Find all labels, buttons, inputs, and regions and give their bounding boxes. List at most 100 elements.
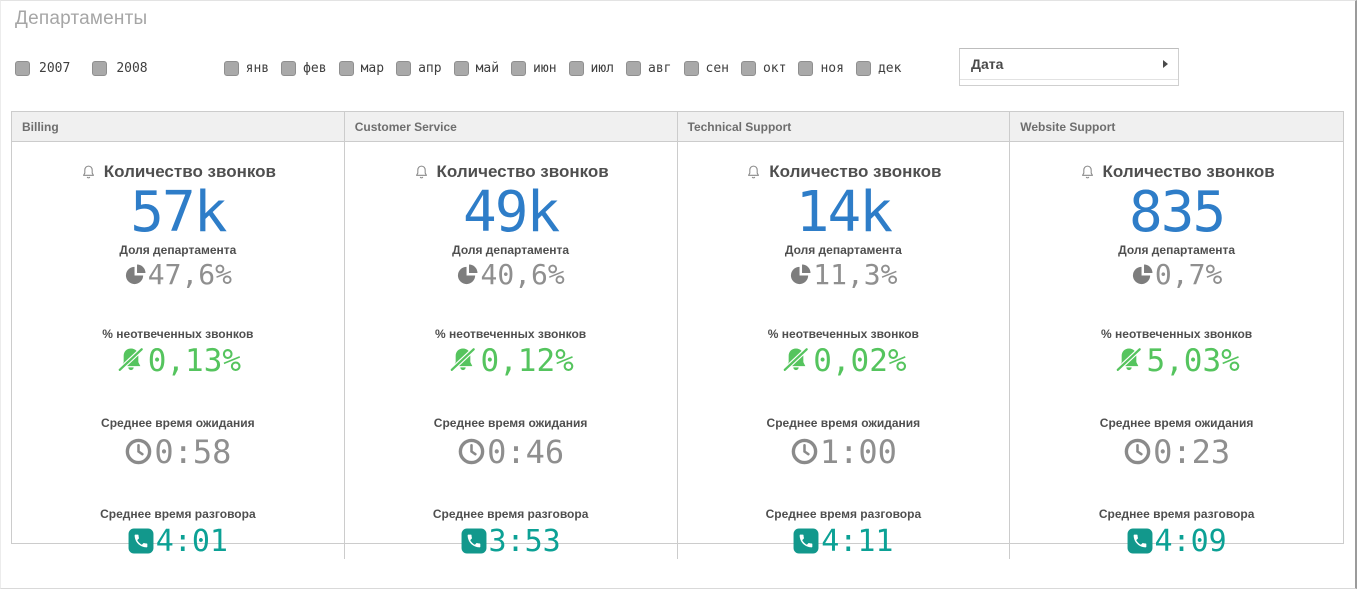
date-filter-pane[interactable]: Дата: [959, 48, 1179, 86]
missed-label: % неотвеченных звонков: [435, 326, 587, 341]
month-nov-filter[interactable]: ноя: [798, 61, 844, 76]
wait-value: 0:23: [1153, 432, 1231, 471]
year-2008-checkbox[interactable]: [92, 61, 108, 76]
month-apr-filter[interactable]: апр: [396, 61, 442, 76]
month-dec-checkbox[interactable]: [855, 61, 871, 76]
calls-value: 57k: [130, 180, 227, 245]
wait-kpi: 0:46: [457, 433, 564, 471]
talk-kpi: 4:11: [793, 523, 894, 559]
month-may-checkbox[interactable]: [453, 61, 469, 76]
talk-kpi: 3:53: [461, 524, 561, 559]
share-label: Доля департамента: [119, 242, 237, 257]
card-customer-service: Customer Service Количество звонков 49k …: [344, 112, 678, 559]
talk-value: 4:11: [821, 523, 894, 559]
card-customer-service-header: Customer Service: [344, 112, 677, 142]
share-label: Доля департамента: [1118, 242, 1236, 257]
month-oct-filter[interactable]: окт: [740, 61, 786, 76]
card-website-support: Website Support Количество звонков 835 Д…: [1010, 112, 1343, 559]
talk-value: 4:09: [1154, 523, 1227, 559]
share-kpi: 40,6%: [456, 258, 565, 291]
talk-label: Среднее время разговора: [1098, 506, 1255, 521]
month-jan-filter[interactable]: янв: [223, 61, 269, 76]
talk-value: 4:01: [155, 523, 228, 559]
wait-value: 1:00: [819, 432, 897, 471]
month-dec-filter[interactable]: дек: [855, 61, 901, 76]
clock-icon: [1124, 438, 1151, 465]
phone-icon: [793, 528, 819, 554]
bell-icon: [415, 165, 427, 178]
wait-label: Среднее время ожидания: [101, 415, 255, 430]
share-value: 47,6%: [147, 257, 233, 291]
month-feb-filter[interactable]: фев: [281, 61, 327, 76]
year-2008-label: 2008: [116, 61, 148, 76]
card-technical-support: Technical Support Количество звонков 14k…: [677, 112, 1011, 559]
month-jan-checkbox[interactable]: [223, 61, 239, 76]
card-technical-support-title: Technical Support: [687, 119, 792, 134]
month-jul-checkbox[interactable]: [568, 61, 584, 76]
talk-kpi: 4:09: [1127, 524, 1227, 559]
wait-value: 0:46: [487, 432, 565, 471]
month-may-label: май: [475, 61, 500, 76]
month-aug-checkbox[interactable]: [626, 61, 642, 76]
bell-icon: [82, 165, 94, 178]
month-nov-label: ноя: [820, 61, 844, 76]
month-aug-filter[interactable]: авг: [626, 61, 672, 76]
card-customer-service-title: Customer Service: [354, 119, 457, 134]
card-billing: Billing Количество звонков 57k Доля депа…: [12, 112, 345, 559]
month-jul-label: июл: [590, 61, 615, 76]
calls-kpi-title: Количество звонков: [745, 162, 942, 182]
missed-value: 0,12%: [480, 342, 574, 379]
month-oct-checkbox[interactable]: [740, 61, 756, 76]
month-jul-filter[interactable]: июл: [568, 61, 615, 76]
date-filter-pad: [960, 80, 1178, 85]
month-sep-label: сен: [705, 61, 729, 76]
missed-label: % неотвеченных звонков: [1101, 326, 1253, 341]
clock-icon: [458, 438, 485, 465]
month-aug-label: авг: [648, 61, 672, 76]
calls-value: 49k: [463, 180, 560, 245]
month-jun-filter[interactable]: июн: [511, 61, 557, 76]
missed-value: 5,03%: [1146, 342, 1240, 379]
month-feb-checkbox[interactable]: [281, 61, 297, 76]
share-kpi: 0,7%: [1131, 258, 1222, 291]
clock-icon: [126, 438, 152, 465]
missed-kpi: 0,13%: [115, 343, 241, 379]
phone-icon: [128, 528, 154, 554]
share-label: Доля департамента: [452, 242, 570, 257]
clock-icon: [791, 438, 818, 465]
year-2007-filter[interactable]: 2007: [15, 61, 70, 76]
month-mar-filter[interactable]: мар: [338, 61, 385, 76]
card-technical-support-header: Technical Support: [677, 112, 1010, 142]
year-2007-label: 2007: [39, 61, 71, 76]
date-filter-row[interactable]: Дата: [960, 49, 1178, 80]
wait-label: Среднее время ожидания: [1099, 415, 1254, 430]
wait-kpi: 0:23: [1123, 433, 1230, 471]
wait-label: Среднее время ожидания: [433, 415, 588, 430]
talk-value: 3:53: [488, 523, 561, 559]
pie-chart-icon: [458, 264, 478, 284]
talk-kpi: 4:01: [128, 524, 228, 559]
department-cards-grid: Billing Количество звонков 57k Доля депа…: [11, 111, 1344, 559]
calls-label: Количество звонков: [1102, 162, 1275, 181]
month-mar-label: мар: [360, 61, 385, 76]
month-jun-checkbox[interactable]: [511, 61, 527, 76]
missed-label: % неотвеченных звонков: [767, 326, 919, 341]
missed-value: 0,02%: [813, 342, 907, 379]
card-website-support-title: Website Support: [1020, 119, 1116, 134]
page-title: Департаменты: [15, 8, 148, 29]
month-apr-label: апр: [418, 61, 442, 76]
month-mar-checkbox[interactable]: [338, 61, 354, 76]
month-jun-label: июн: [533, 61, 557, 76]
month-may-filter[interactable]: май: [453, 61, 500, 76]
year-2007-checkbox[interactable]: [15, 61, 30, 76]
year-2008-filter[interactable]: 2008: [92, 61, 148, 76]
bell-icon: [748, 165, 760, 178]
month-filter-group: янв фев мар апр май июн июл авг сен окт …: [223, 61, 901, 76]
talk-label: Среднее время разговора: [100, 506, 256, 521]
month-nov-checkbox[interactable]: [798, 61, 814, 76]
calls-kpi-title: Количество звонков: [413, 162, 609, 182]
month-sep-filter[interactable]: сен: [683, 61, 729, 76]
card-website-support-header: Website Support: [1010, 112, 1343, 142]
month-apr-checkbox[interactable]: [396, 61, 412, 76]
month-sep-checkbox[interactable]: [683, 61, 699, 76]
